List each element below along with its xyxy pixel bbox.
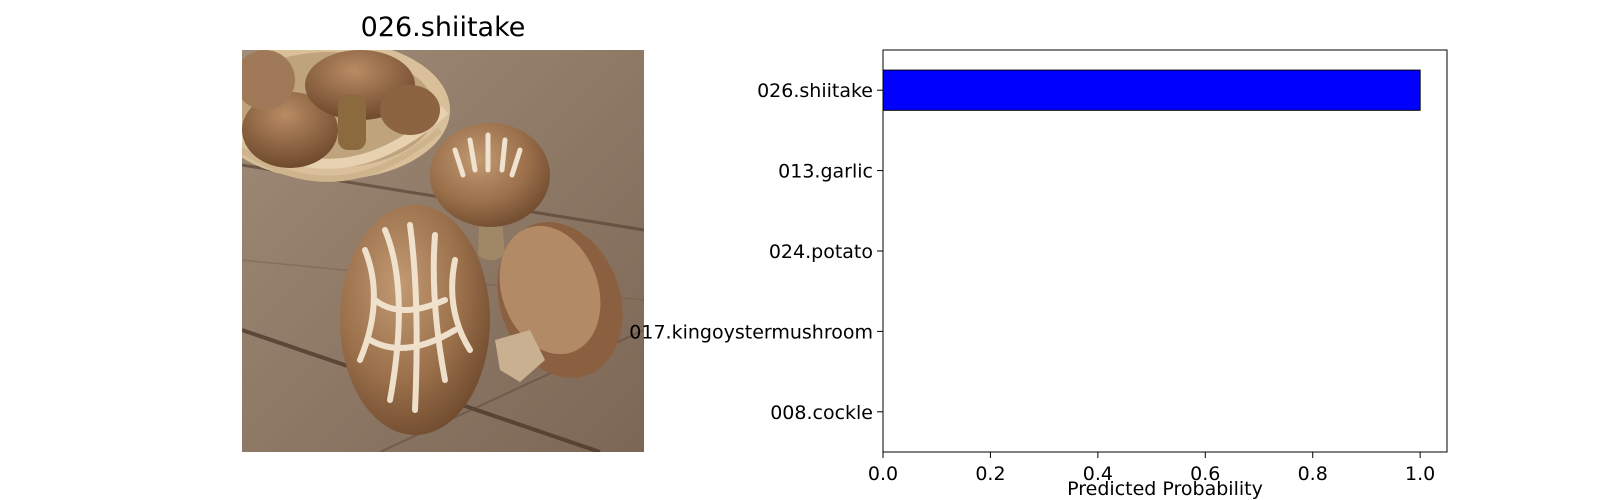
- x-tick-label-2: 0.4: [1083, 463, 1113, 485]
- category-label-1: 013.garlic: [778, 161, 873, 183]
- x-tick-label-5: 1.0: [1405, 463, 1435, 485]
- x-axis-label: Predicted Probability: [1067, 478, 1263, 500]
- category-label-4: 008.cockle: [770, 402, 873, 424]
- x-axis-group: 0.0 0.2 0.4 0.6 0.8 1.0: [868, 452, 1435, 485]
- x-tick-label-3: 0.6: [1190, 463, 1220, 485]
- bar-0: [882, 69, 1421, 111]
- category-label-2: 024.potato: [769, 241, 873, 263]
- image-title: 026.shiitake: [360, 12, 526, 43]
- category-label-0: 026.shiitake: [757, 80, 873, 102]
- bars-group: [882, 69, 1421, 111]
- category-label-3: 017.kingoystermushroom: [629, 321, 873, 343]
- x-tick-label-1: 0.2: [975, 463, 1005, 485]
- x-tick-label-0: 0.0: [868, 463, 898, 485]
- y-axis-group: 026.shiitake 013.garlic 024.potato 017.king…: [629, 80, 883, 424]
- x-tick-label-4: 0.8: [1298, 463, 1328, 485]
